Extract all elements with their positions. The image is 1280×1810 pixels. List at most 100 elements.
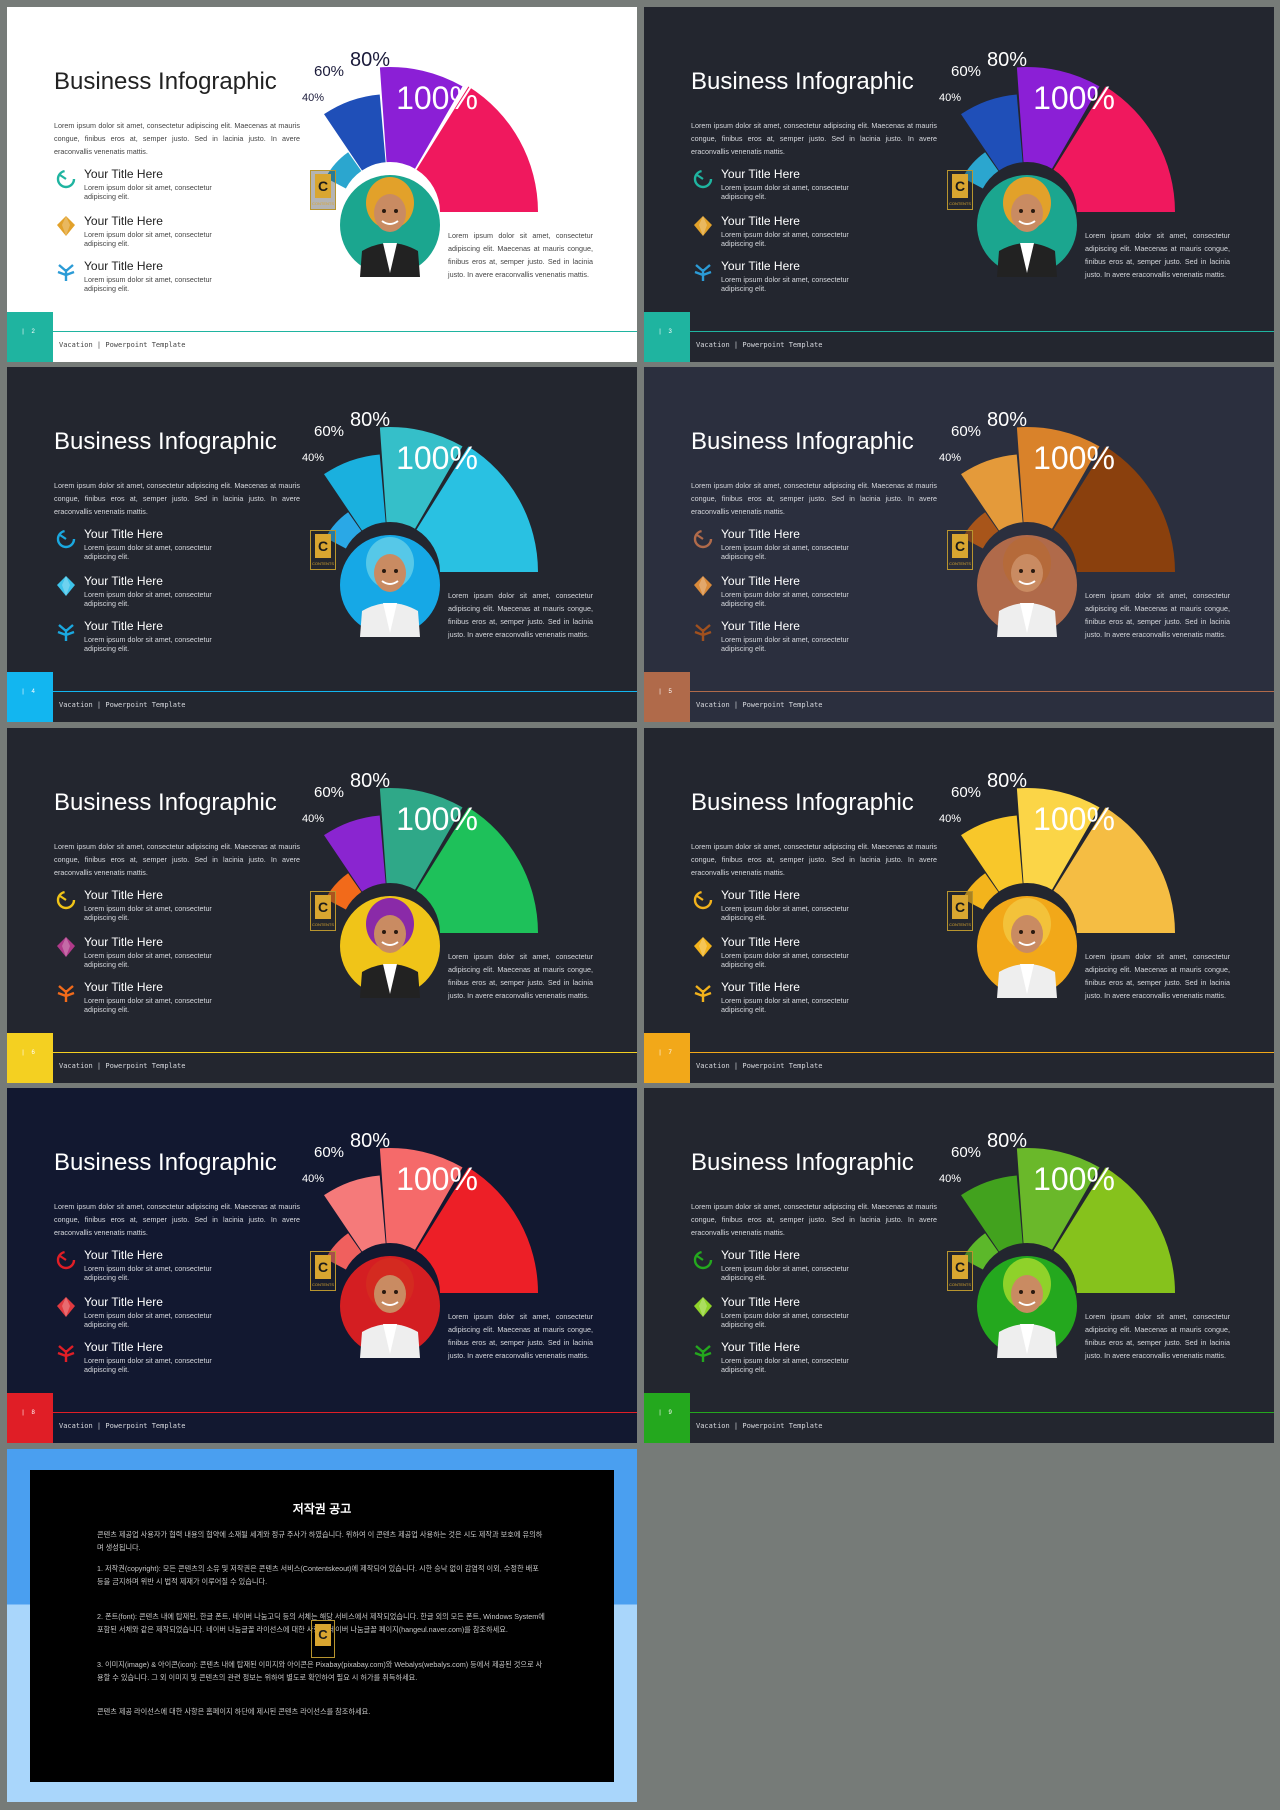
gem-icon — [54, 935, 78, 959]
notice-paragraph: 콘텐츠 제공업 사용자가 협력 내용의 협약에 소재될 세계와 정규 주사가 하… — [97, 1530, 543, 1552]
footer-rule — [53, 331, 637, 332]
wedge-label: 80% — [350, 49, 390, 71]
item-title: Your Title Here — [721, 259, 800, 273]
page-number: | 6 — [22, 1050, 38, 1056]
list-item: Your Title Here Lorem ipsum dolor sit am… — [691, 574, 911, 612]
item-title: Your Title Here — [84, 1295, 163, 1309]
accent-block: | 7 — [644, 1033, 690, 1083]
list-item: Your Title Here Lorem ipsum dolor sit am… — [691, 980, 911, 1018]
page-number: | 8 — [22, 1410, 38, 1416]
wedge-segment — [1053, 86, 1175, 212]
businesswoman-avatar — [977, 896, 1077, 998]
wedge-label: 100% — [1033, 801, 1115, 837]
infographic-slide: Business Infographic Lorem ipsum dolor s… — [7, 728, 637, 1083]
logo-letter: C — [315, 1255, 331, 1279]
wedge-label: 60% — [951, 63, 981, 80]
item-title: Your Title Here — [721, 1340, 800, 1354]
item-title: Your Title Here — [721, 527, 800, 541]
logo-letter: C — [952, 895, 968, 919]
item-title: Your Title Here — [721, 619, 800, 633]
gem-icon — [691, 574, 715, 598]
wedge-label: 80% — [350, 770, 390, 792]
wedge-segment — [961, 815, 1023, 892]
wedge-segment — [1053, 446, 1175, 572]
businesswoman-avatar — [340, 1256, 440, 1358]
intro-text: Lorem ipsum dolor sit amet, consectetur … — [54, 481, 300, 516]
wedge-segment — [416, 807, 538, 933]
item-description: Lorem ipsum dolor sit amet, consectetur … — [721, 1311, 849, 1329]
wedge-label: 40% — [939, 813, 961, 825]
accent-block: | 3 — [644, 312, 690, 362]
item-description: Lorem ipsum dolor sit amet, consectetur … — [721, 590, 849, 608]
businesswoman-avatar — [340, 175, 440, 277]
item-description: Lorem ipsum dolor sit amet, consectetur … — [84, 904, 212, 922]
copyright-notice-panel: 저작권 공고 콘텐츠 제공업 사용자가 협력 내용의 협약에 소재될 세계와 정… — [30, 1470, 614, 1782]
item-description: Lorem ipsum dolor sit amet, consectetur … — [721, 951, 849, 969]
wedge-label: 40% — [302, 452, 324, 464]
wedge-label: 80% — [987, 770, 1027, 792]
footer-rule — [53, 1052, 637, 1053]
list-item: Your Title Here Lorem ipsum dolor sit am… — [54, 619, 274, 657]
footer-text: Vacation | Powerpoint Template — [59, 1062, 186, 1070]
wedge-segment — [961, 94, 1023, 171]
wedge-segment — [379, 1148, 463, 1250]
gem-icon — [691, 214, 715, 238]
wedge-segment — [962, 873, 999, 910]
item-title: Your Title Here — [721, 214, 800, 228]
item-description: Lorem ipsum dolor sit amet, consectetur … — [84, 1356, 212, 1374]
wedge-segment — [1016, 427, 1100, 529]
businesswoman-avatar — [340, 535, 440, 637]
wedge-segment — [416, 1167, 538, 1293]
contents-logo: C CONTENTS — [947, 891, 973, 931]
body-text: Lorem ipsum dolor sit amet, consectetur … — [1085, 952, 1230, 1000]
wedge-segment — [1016, 1148, 1100, 1250]
contents-logo: C CONTENTS — [310, 170, 336, 210]
wedge-segment — [1016, 67, 1100, 169]
wedge-label: 100% — [396, 80, 478, 116]
item-description: Lorem ipsum dolor sit amet, consectetur … — [84, 1264, 212, 1282]
list-item: Your Title Here Lorem ipsum dolor sit am… — [691, 214, 911, 252]
copyright-notice-slide: 저작권 공고 콘텐츠 제공업 사용자가 협력 내용의 협약에 소재될 세계와 정… — [7, 1449, 637, 1802]
page-number: | 5 — [659, 689, 675, 695]
businesswoman-avatar — [340, 896, 440, 998]
percentage-wedges: 40% 60% 80% 100% — [302, 409, 538, 572]
accent-block: | 2 — [7, 312, 53, 362]
slide-title: Business Infographic — [54, 789, 277, 816]
infographic-slide: Business Infographic Lorem ipsum dolor s… — [7, 1088, 637, 1443]
item-description: Lorem ipsum dolor sit amet, consectetur … — [721, 275, 849, 293]
list-item: Your Title Here Lorem ipsum dolor sit am… — [54, 259, 274, 297]
wedge-label: 60% — [951, 1144, 981, 1161]
body-text: Lorem ipsum dolor sit amet, consectetur … — [448, 231, 593, 279]
wedge-label: 80% — [987, 49, 1027, 71]
logo-letter: C — [315, 174, 331, 198]
contents-logo: C CONTENTS — [310, 530, 336, 570]
plant-arrow-icon — [54, 619, 78, 643]
page-number: | 3 — [659, 329, 675, 335]
gem-icon — [54, 1295, 78, 1319]
footer-text: Vacation | Powerpoint Template — [59, 341, 186, 349]
plant-arrow-icon — [54, 259, 78, 283]
notice-paragraph: 1. 저작권(copyright): 모든 콘텐츠의 소유 및 저작권은 콘텐츠… — [97, 1564, 539, 1586]
body-text: Lorem ipsum dolor sit amet, consectetur … — [448, 1312, 593, 1360]
footer-text: Vacation | Powerpoint Template — [696, 1062, 823, 1070]
item-title: Your Title Here — [84, 619, 163, 633]
list-item: Your Title Here Lorem ipsum dolor sit am… — [691, 1340, 911, 1378]
wedge-segment — [325, 1233, 362, 1270]
wedge-segment — [324, 454, 386, 531]
item-description: Lorem ipsum dolor sit amet, consectetur … — [84, 183, 212, 201]
wedge-label: 80% — [987, 1130, 1027, 1152]
item-title: Your Title Here — [721, 1248, 800, 1262]
gem-icon — [54, 214, 78, 238]
page-number: | 4 — [22, 689, 38, 695]
notice-paragraph: 3. 이미지(image) & 아이콘(icon): 콘텐츠 내에 탑재된 이미… — [97, 1660, 543, 1682]
wedge-segment — [961, 1175, 1023, 1252]
wedge-label: 40% — [939, 452, 961, 464]
businesswoman-avatar — [977, 535, 1077, 637]
footer-rule — [690, 1412, 1274, 1413]
percentage-wedges: 40% 60% 80% 100% — [939, 770, 1175, 933]
slide-title: Business Infographic — [691, 789, 914, 816]
refresh-circle-icon — [54, 888, 78, 912]
page-number: | 9 — [659, 1410, 675, 1416]
contents-logo: C CONTENTS — [310, 891, 336, 931]
wedge-segment — [324, 1175, 386, 1252]
